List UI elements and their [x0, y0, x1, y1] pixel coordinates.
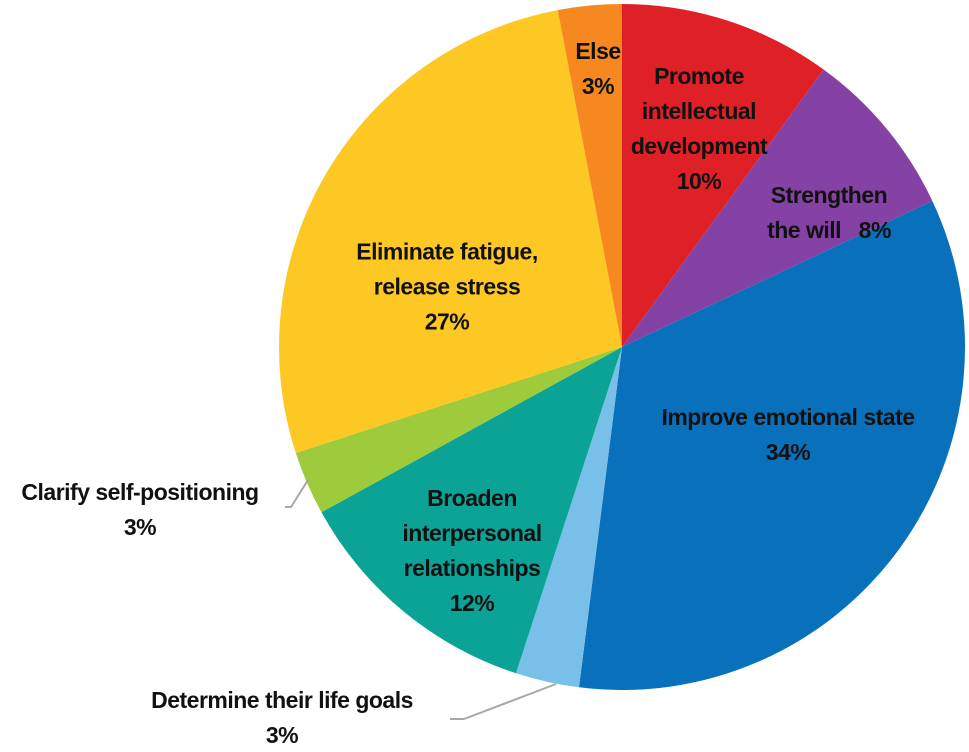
pie-slice-eliminate-fatigue-release-stress: [279, 10, 622, 453]
pie-slice-improve-emotional-state: [579, 200, 966, 691]
pie-slice-promote-intellectual-development: [622, 4, 824, 347]
pie-slice-else: [557, 4, 622, 347]
pie-slice-broaden-interpersonal-relationships: [321, 347, 622, 674]
pie-slice-determine-their-life-goals: [516, 347, 622, 688]
pie-slice-clarify-self-positioning: [295, 347, 622, 513]
leader-line-clarify-self-positioning: [285, 479, 309, 508]
leader-line-determine-their-life-goals: [450, 683, 557, 720]
pie-slice-strengthen-the-will: [622, 69, 933, 347]
